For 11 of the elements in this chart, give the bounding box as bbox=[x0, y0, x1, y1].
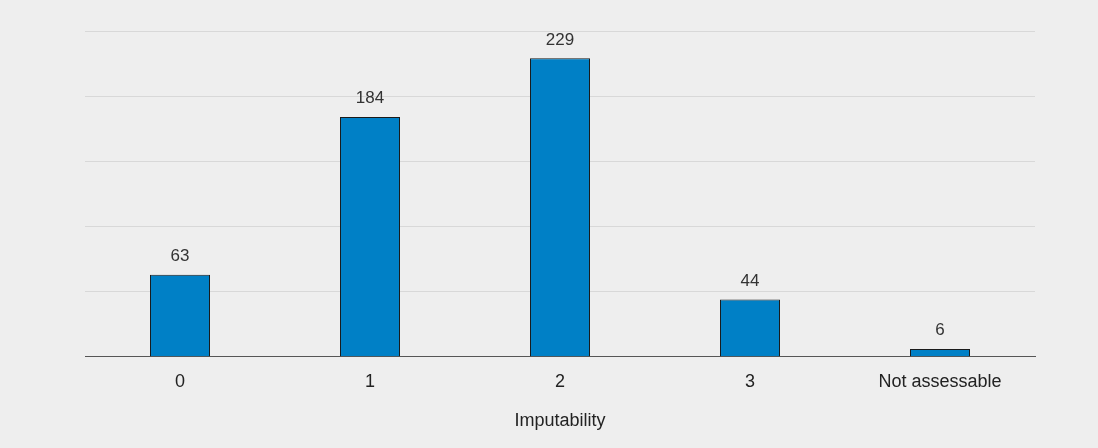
data-label: 229 bbox=[545, 29, 575, 49]
x-axis-title: Imputability bbox=[514, 410, 606, 431]
data-label: 44 bbox=[740, 270, 760, 290]
x-tick-label: 3 bbox=[744, 370, 756, 391]
x-tick-label: 1 bbox=[364, 370, 376, 391]
data-label: 184 bbox=[355, 88, 385, 108]
x-tick-label: Not assessable bbox=[878, 370, 1002, 391]
x-tick-label: 0 bbox=[174, 370, 186, 391]
data-label: 63 bbox=[170, 245, 190, 265]
x-tick-label: 2 bbox=[554, 370, 566, 391]
data-label: 6 bbox=[935, 320, 945, 340]
